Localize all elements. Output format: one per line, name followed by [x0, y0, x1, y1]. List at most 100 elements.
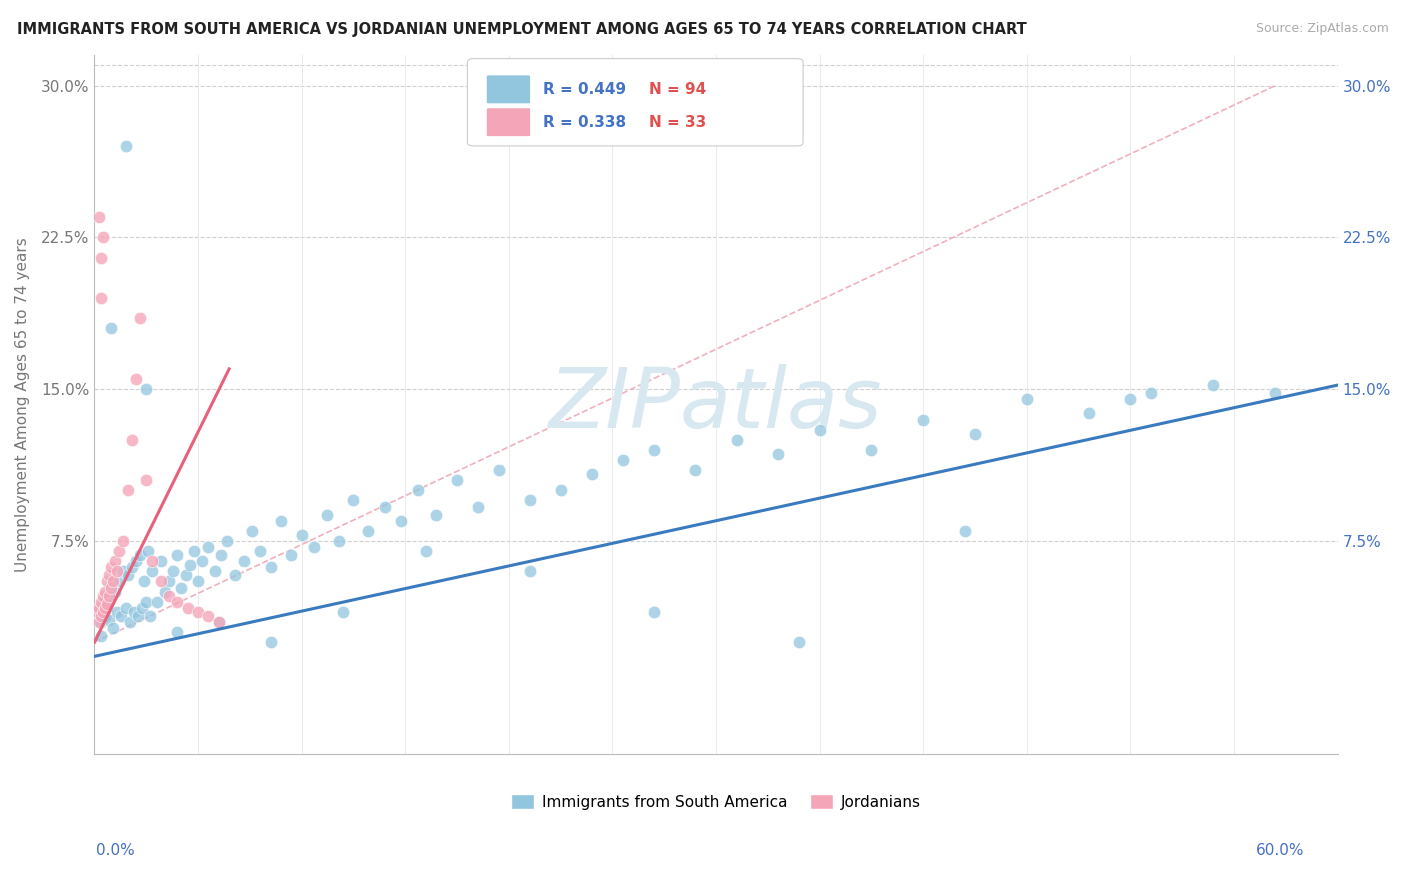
Point [94, 584, 117, 599]
Point [766, 447, 789, 461]
Point [117, 483, 139, 498]
Text: 60.0%: 60.0% [1257, 843, 1305, 858]
Point [96, 600, 118, 615]
Point [183, 544, 205, 558]
Point [389, 514, 412, 528]
FancyBboxPatch shape [467, 59, 803, 146]
Point [98, 589, 121, 603]
Point [105, 565, 128, 579]
Point [204, 565, 226, 579]
Point [342, 493, 364, 508]
Text: Source: ZipAtlas.com: Source: ZipAtlas.com [1256, 22, 1389, 36]
Point [232, 554, 254, 568]
Point [808, 423, 831, 437]
Point [328, 533, 350, 548]
Point [406, 483, 429, 498]
Point [191, 554, 214, 568]
Point [860, 442, 883, 457]
Point [149, 574, 172, 589]
Point [1202, 378, 1225, 392]
Text: R = 0.338: R = 0.338 [543, 115, 627, 129]
Point [415, 544, 437, 558]
Point [1264, 386, 1286, 401]
Point [90, 251, 112, 265]
Point [114, 600, 136, 615]
Point [125, 372, 148, 386]
Point [157, 589, 180, 603]
Point [550, 483, 572, 498]
Point [467, 500, 489, 514]
Point [91, 230, 114, 244]
Point [162, 565, 184, 579]
Point [110, 608, 132, 623]
Point [581, 467, 603, 482]
Point [90, 615, 112, 629]
Point [96, 597, 118, 611]
Point [270, 514, 292, 528]
Point [87, 605, 110, 619]
Point [129, 311, 152, 326]
Point [108, 574, 131, 589]
Point [259, 635, 281, 649]
Point [187, 574, 209, 589]
Point [787, 635, 810, 649]
Point [187, 605, 209, 619]
Point [519, 565, 541, 579]
Point [208, 615, 231, 629]
Text: IMMIGRANTS FROM SOUTH AMERICA VS JORDANIAN UNEMPLOYMENT AMONG AGES 65 TO 74 YEAR: IMMIGRANTS FROM SOUTH AMERICA VS JORDANI… [17, 22, 1026, 37]
Text: 0.0%: 0.0% [96, 843, 135, 858]
Point [315, 508, 337, 522]
Point [87, 600, 110, 615]
Point [94, 608, 117, 623]
Point [170, 581, 193, 595]
Point [332, 605, 354, 619]
Point [249, 544, 271, 558]
Point [100, 589, 122, 603]
Point [125, 554, 148, 568]
Point [127, 608, 149, 623]
Point [208, 615, 231, 629]
Point [112, 533, 135, 548]
Point [138, 544, 160, 558]
Point [105, 605, 128, 619]
Point [1119, 392, 1142, 407]
Point [101, 621, 124, 635]
Text: N = 33: N = 33 [650, 115, 706, 129]
Point [149, 554, 172, 568]
Point [135, 595, 157, 609]
Point [91, 605, 114, 619]
Point [104, 554, 127, 568]
Point [90, 629, 112, 643]
Point [643, 605, 665, 619]
Point [90, 608, 112, 623]
Point [912, 412, 935, 426]
Point [122, 605, 145, 619]
Point [94, 600, 117, 615]
Point [179, 558, 201, 573]
Point [117, 568, 139, 582]
Point [291, 528, 314, 542]
Point [240, 524, 263, 538]
Point [134, 574, 156, 589]
Point [100, 581, 122, 595]
Point [963, 426, 986, 441]
Point [259, 560, 281, 574]
Point [166, 595, 188, 609]
Point [197, 540, 219, 554]
Point [135, 473, 157, 487]
Y-axis label: Unemployment Among Ages 65 to 74 years: Unemployment Among Ages 65 to 74 years [15, 237, 30, 572]
Point [145, 595, 167, 609]
FancyBboxPatch shape [486, 75, 531, 104]
Point [141, 554, 163, 568]
Point [135, 382, 157, 396]
Point [197, 608, 219, 623]
Point [141, 565, 163, 579]
Text: ZIPatlas: ZIPatlas [550, 364, 883, 445]
Point [953, 524, 976, 538]
Point [129, 548, 152, 562]
Point [100, 560, 122, 574]
Point [174, 568, 197, 582]
Point [131, 600, 153, 615]
Point [1140, 386, 1163, 401]
Text: N = 94: N = 94 [650, 82, 706, 97]
